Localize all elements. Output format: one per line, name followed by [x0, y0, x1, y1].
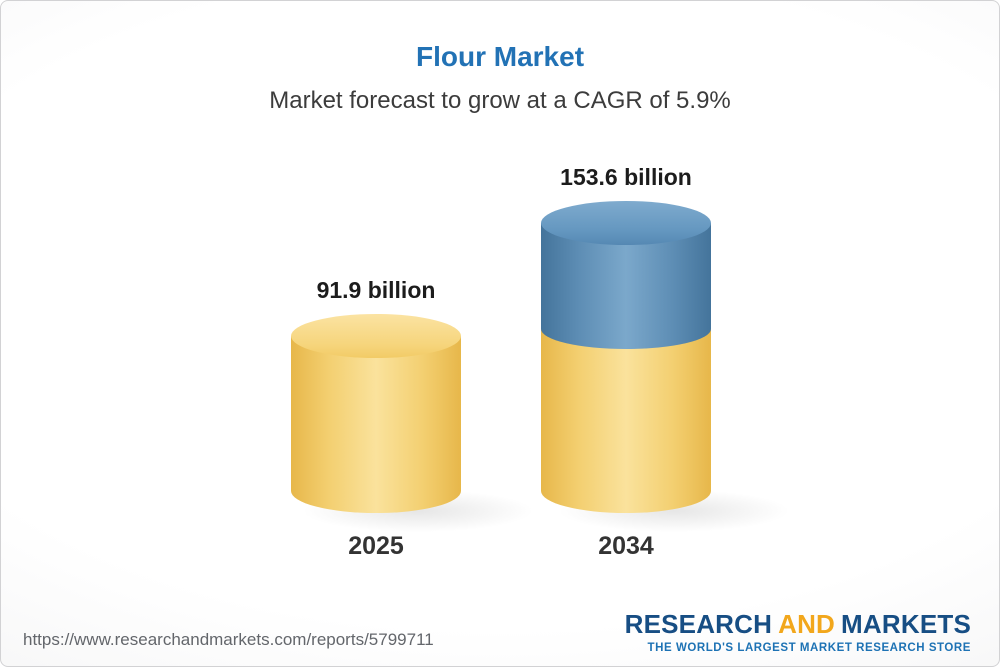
logo-word-research: RESEARCH: [624, 609, 773, 639]
source-url: https://www.researchandmarkets.com/repor…: [23, 630, 434, 649]
logo-tagline: THE WORLD'S LARGEST MARKET RESEARCH STOR…: [647, 642, 971, 654]
category-label-2034: 2034: [598, 532, 654, 560]
cylinder-2034-cap: [541, 201, 711, 245]
logo-word-and: AND: [778, 609, 836, 639]
logo-word-markets: MARKETS: [841, 609, 971, 639]
research-and-markets-logo: RESEARCH AND MARKETS THE WORLD'S LARGEST M…: [625, 609, 971, 654]
value-label-2025: 91.9 billion: [316, 277, 436, 303]
chart-title: Flour Market: [415, 41, 585, 72]
cylinder-2025-cap: [291, 314, 461, 358]
cylinder-2034-base-segment: [541, 327, 711, 513]
chart-subtitle: Market forecast to grow at a CAGR of 5.9…: [269, 87, 731, 114]
cylinder-2025-body: [291, 336, 461, 513]
value-label-2034: 153.6 billion: [560, 164, 692, 190]
category-label-2025: 2025: [348, 532, 404, 560]
logo-wordmark: RESEARCH AND MARKETS: [625, 609, 971, 640]
